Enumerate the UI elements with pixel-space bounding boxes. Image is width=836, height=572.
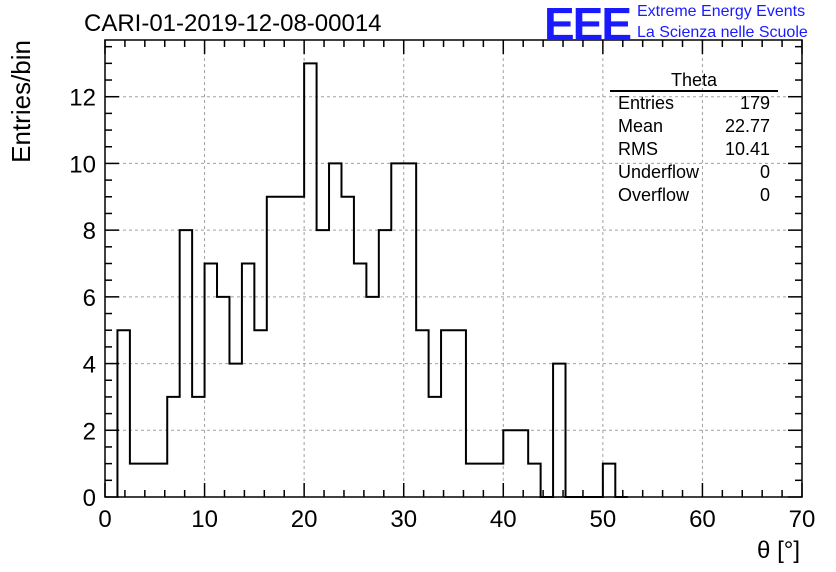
stats-box: Theta Entries 179 Mean 22.77 RMS 10.41 U… [610, 70, 778, 207]
histogram-bin [267, 197, 279, 497]
histogram-bin [454, 330, 466, 497]
histogram-bin [553, 364, 565, 497]
y-tick-label: 0 [83, 485, 96, 512]
stats-value: 22.77 [724, 116, 770, 136]
logo-line-2: La Scienza nelle Scuole [637, 24, 808, 41]
histogram-bin [478, 464, 490, 497]
histogram-bin [242, 263, 254, 497]
stats-label: RMS [618, 139, 658, 159]
histogram-bin [304, 63, 316, 497]
y-tick-label: 10 [69, 151, 96, 178]
y-tick-label: 12 [69, 85, 96, 112]
x-axis-label: θ [°] [757, 537, 800, 564]
histogram-bin [130, 464, 142, 497]
histogram-bin [292, 197, 304, 497]
x-tick-label: 70 [789, 506, 816, 533]
histogram-bin [192, 397, 204, 497]
stats-value: 10.41 [724, 139, 770, 159]
y-axis-label: Entries/bin [6, 40, 36, 163]
stats-label: Overflow [618, 185, 690, 205]
stats-row-entries: Entries 179 [610, 92, 778, 115]
histogram-bin [354, 263, 366, 497]
x-tick-label: 40 [490, 506, 517, 533]
histogram-bin [491, 464, 503, 497]
stats-row-underflow: Underflow 0 [610, 161, 778, 184]
histogram-bin [254, 330, 266, 497]
histogram-bin [217, 297, 229, 497]
histogram-outline [116, 62, 628, 498]
y-tick-label: 2 [83, 418, 96, 445]
x-tick-label: 0 [98, 506, 111, 533]
y-tick-label: 6 [83, 285, 96, 312]
y-tick-label: 4 [83, 352, 96, 379]
stats-label: Entries [618, 93, 675, 113]
stats-title: Theta [610, 70, 778, 92]
stats-row-overflow: Overflow 0 [610, 184, 778, 207]
histogram-bin [279, 197, 291, 497]
stats-row-mean: Mean 22.77 [610, 115, 778, 138]
histogram-bin [503, 430, 515, 497]
histogram-bin [379, 230, 391, 497]
histogram-bin [180, 230, 192, 497]
histogram-bin [603, 464, 615, 497]
eee-logo: EEE [544, 0, 632, 50]
x-tick-label: 20 [291, 506, 318, 533]
histogram-bin [429, 397, 441, 497]
histogram-bin [167, 397, 179, 497]
stats-row-rms: RMS 10.41 [610, 138, 778, 161]
stats-label: Underflow [618, 162, 700, 182]
histogram-bin [441, 330, 453, 497]
stats-value: 179 [739, 93, 770, 113]
stats-value: 0 [759, 185, 770, 205]
x-tick-label: 50 [590, 506, 617, 533]
stats-label: Mean [618, 116, 664, 136]
histogram-bin [391, 163, 403, 497]
x-tick-label: 30 [390, 506, 417, 533]
histogram-bin [466, 464, 478, 497]
stats-value: 0 [759, 162, 770, 182]
histogram-bin [366, 297, 378, 497]
histogram-bin [528, 464, 540, 497]
histogram-bin [516, 430, 528, 497]
histogram-bin [205, 263, 217, 497]
x-tick-label: 10 [191, 506, 218, 533]
y-tick-label: 8 [83, 218, 96, 245]
histogram-bin [229, 364, 241, 497]
histogram-bin [404, 163, 416, 497]
histogram-bin [416, 330, 428, 497]
chart-title: CARI-01-2019-12-08-00014 [84, 10, 382, 37]
histogram-bin [117, 330, 129, 497]
logo-line-1: Extreme Energy Events [637, 3, 806, 20]
plot-frame [104, 39, 803, 498]
histogram-bin [341, 197, 353, 497]
x-tick-label: 60 [689, 506, 716, 533]
histogram-bin [329, 163, 341, 497]
histogram-bin [317, 230, 329, 497]
